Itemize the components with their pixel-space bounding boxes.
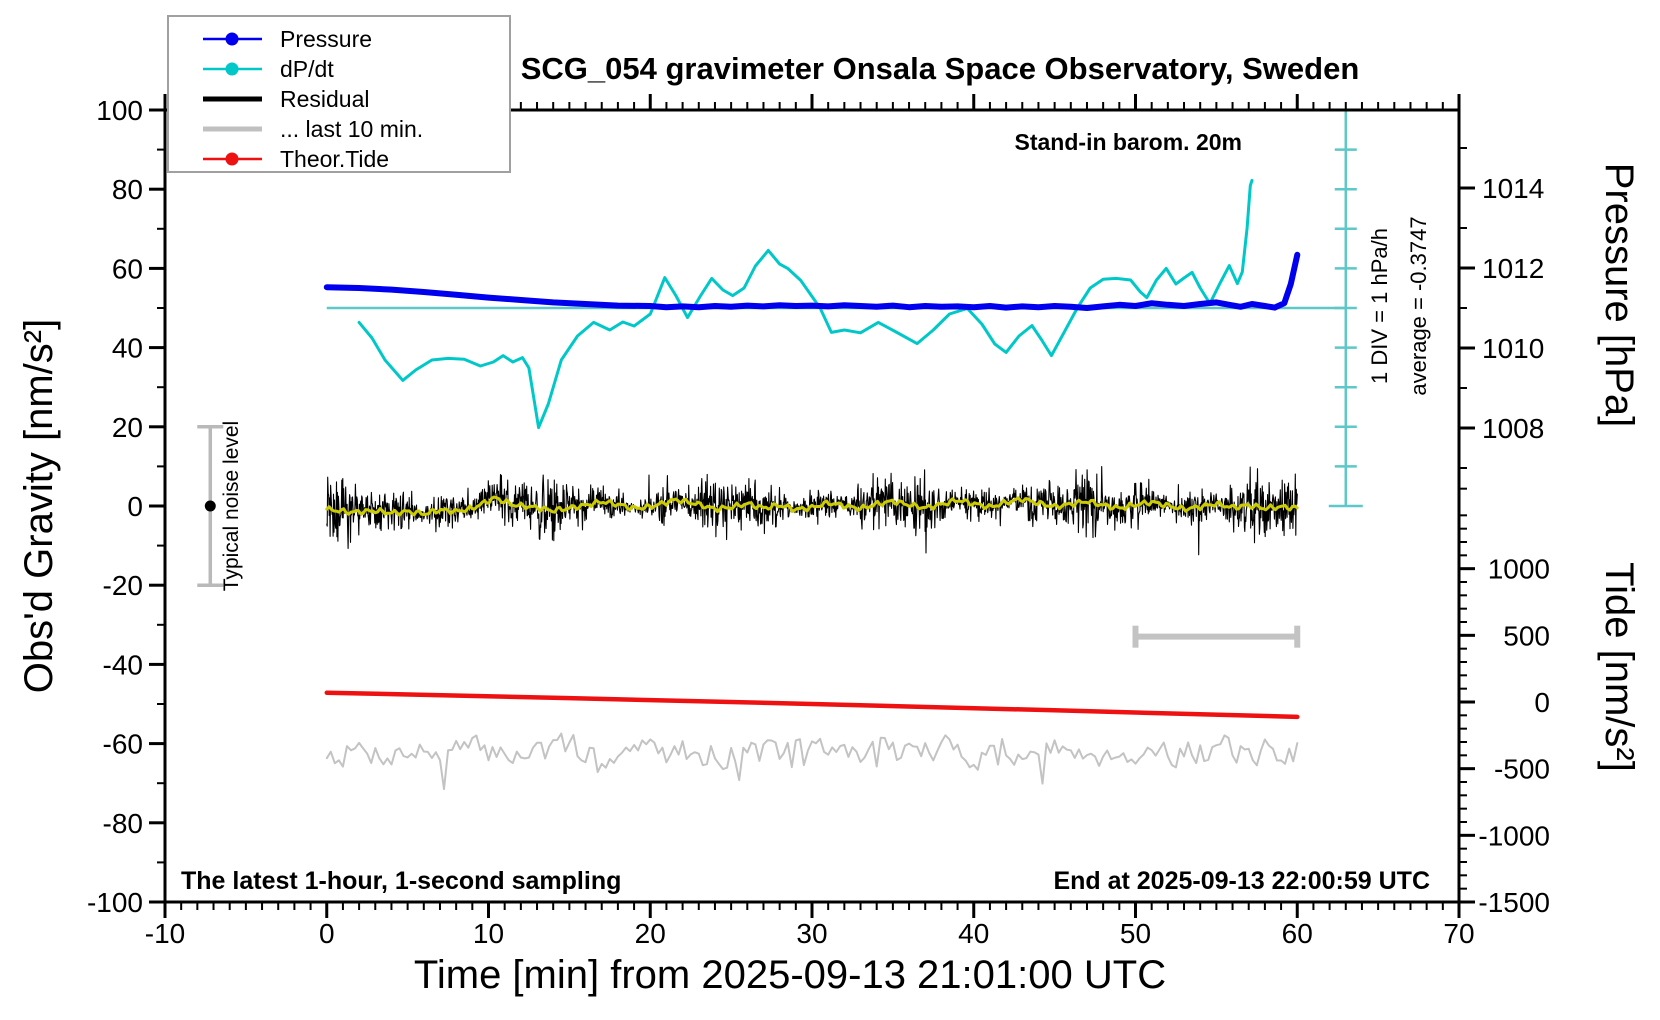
legend-item-label: ... last 10 min.: [280, 116, 423, 142]
x-axis-title: Time [min] from 2025-09-13 21:01:00 UTC: [414, 953, 1166, 997]
gravity-tick-label: -40: [103, 649, 143, 680]
tide-tick-label: -1500: [1478, 887, 1550, 918]
div-scale-label: 1 DIV = 1 hPa/h: [1367, 228, 1392, 384]
legend-item-label: Theor.Tide: [280, 146, 389, 172]
legend-item-label: Pressure: [280, 26, 372, 52]
gravity-tick-label: 20: [112, 412, 143, 443]
chart-title: SCG_054 gravimeter Onsala Space Observat…: [521, 51, 1360, 86]
sampling-note: The latest 1-hour, 1-second sampling: [181, 867, 621, 895]
pressure-axis-title: Pressure [hPa]: [1597, 163, 1641, 428]
plot-frame: [163, 108, 1461, 904]
residual-smoothed-curve: [325, 495, 1299, 517]
x-tick-label: 50: [1120, 918, 1151, 949]
noise-level-dot: [204, 500, 216, 512]
tide-tick-label: -500: [1494, 754, 1550, 785]
residual-trace: [326, 466, 1298, 556]
marker-layer: [197, 425, 1301, 648]
tide-tick-label: 500: [1503, 620, 1550, 651]
x-tick-label: 0: [319, 918, 335, 949]
average-label: average = -0.3747: [1406, 216, 1431, 395]
last10min-trace: [325, 732, 1299, 791]
x-tick-label: 20: [635, 918, 666, 949]
gravity-tick-label: -60: [103, 729, 143, 760]
legend-sample-dot: [225, 62, 239, 76]
theoretical-tide-curve: [324, 690, 1300, 720]
legend-box: [167, 15, 511, 173]
gravity-tick-label: 0: [127, 491, 143, 522]
dpdt-curve: [357, 178, 1254, 430]
pressure-curve: [323, 251, 1301, 311]
legend: Pressure dP/dt Residual ... last 10 min. The…: [167, 15, 511, 173]
tide-axis-title: Tide [nm/s²]: [1597, 562, 1641, 772]
gravity-axis-title: Obs'd Gravity [nm/s²]: [17, 319, 61, 693]
axis-layer: -10 0 10 20 30 40 50 60 70-100-80-60-40-20020406…: [87, 94, 1550, 949]
pressure-tick-label: 1008: [1482, 413, 1544, 444]
legend-sample-dot: [225, 152, 239, 166]
legend-item-theor-tide: Theor.Tide: [203, 146, 389, 172]
legend-sample-dot: [225, 32, 239, 46]
x-tick-label: 30: [796, 918, 827, 949]
x-tick-label: 60: [1282, 918, 1313, 949]
pressure-tick-label: 1010: [1482, 333, 1544, 364]
gravity-tick-label: -100: [87, 887, 143, 918]
noise-level-errorbar: [197, 425, 224, 587]
gravity-tick-label: 80: [112, 174, 143, 205]
pressure-tick-label: 1012: [1482, 253, 1544, 284]
end-time-note: End at 2025-09-13 22:00:59 UTC: [1053, 867, 1430, 895]
legend-item-label: dP/dt: [280, 56, 334, 82]
tide-tick-label: -1000: [1478, 820, 1550, 851]
legend-items: Pressure dP/dt Residual ... last 10 min. The…: [203, 26, 423, 172]
tide-tick-label: 1000: [1488, 554, 1550, 585]
barometer-note: Stand-in barom. 20m: [1015, 129, 1242, 155]
last10min-window-bar: [1132, 625, 1301, 648]
x-tick-label: 10: [473, 918, 504, 949]
legend-item-pressure: Pressure: [203, 26, 372, 52]
pressure-tick-label: 1014: [1482, 173, 1544, 204]
x-tick-label: 70: [1443, 918, 1474, 949]
typical-noise-label: Typical noise level: [220, 421, 243, 591]
gravity-tick-label: -20: [103, 570, 143, 601]
gravity-tick-label: 40: [112, 333, 143, 364]
x-tick-label: -10: [145, 918, 185, 949]
tide-tick-label: 0: [1534, 687, 1550, 718]
gravity-tick-label: -80: [103, 808, 143, 839]
legend-item--last-10-min-: ... last 10 min.: [203, 116, 423, 142]
gravity-tick-label: 60: [112, 253, 143, 284]
legend-item-residual: Residual: [203, 86, 370, 112]
legend-item-label: Residual: [280, 86, 370, 112]
legend-item-dp-dt: dP/dt: [203, 56, 334, 82]
curve-layer: [323, 178, 1301, 791]
x-tick-label: 40: [958, 918, 989, 949]
gravity-tick-label: 100: [96, 95, 143, 126]
